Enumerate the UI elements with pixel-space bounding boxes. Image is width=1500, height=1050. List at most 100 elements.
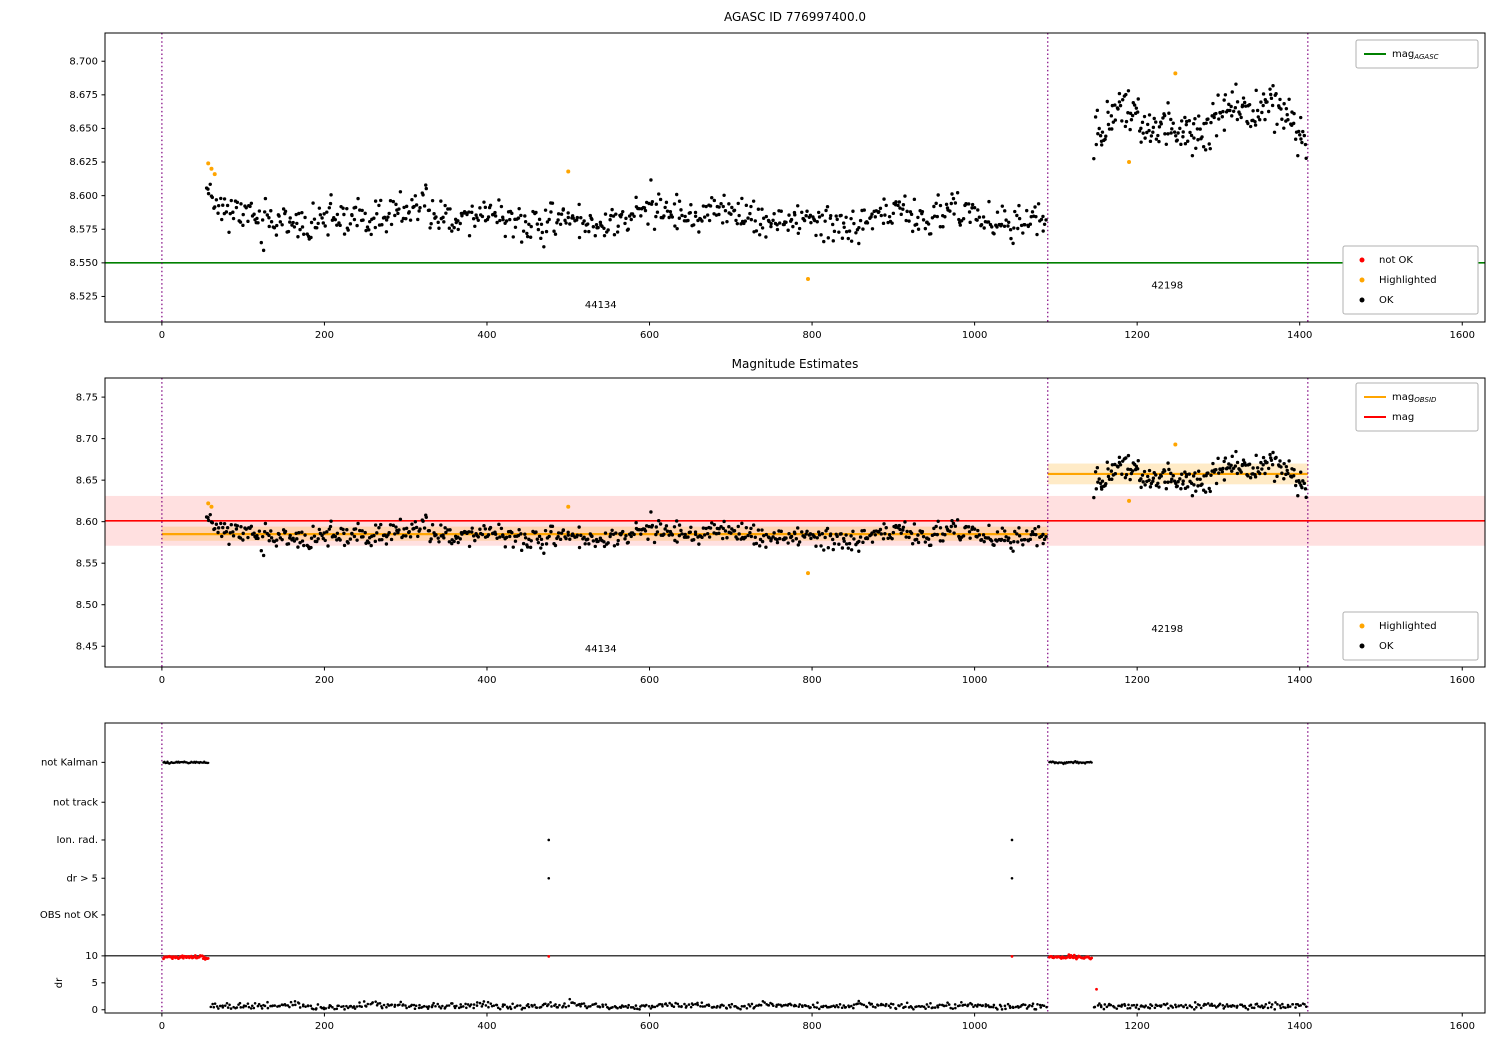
dr-points-obsid-44134 <box>739 1007 742 1011</box>
legend-label: not OK <box>1379 255 1413 266</box>
ok-points-obsid-44134 <box>932 204 936 209</box>
dr-points-obsid-44134 <box>376 1002 380 1005</box>
ok-points-obsid-44134 <box>831 537 835 542</box>
dr-points-obsid-44134 <box>247 1005 251 1009</box>
ok-points-obsid-44134 <box>328 524 333 529</box>
dr-points-obsid-44134 <box>685 1004 688 1008</box>
dr-points-obsid-44134 <box>981 1004 985 1007</box>
ok-points-obsid-42198 <box>1139 126 1143 131</box>
ok-points-obsid-44134 <box>393 532 397 536</box>
ok-points-obsid-42198 <box>1253 123 1258 127</box>
dr-points-obsid-42198 <box>1273 1008 1277 1011</box>
ok-points-obsid-44134 <box>680 213 684 218</box>
ok-points-obsid-44134 <box>257 209 262 213</box>
ok-points-obsid-42198 <box>1184 119 1189 124</box>
ok-points-obsid-42198 <box>1271 84 1275 88</box>
ok-points-obsid-42198 <box>1128 111 1133 116</box>
dr-points-obsid-44134 <box>453 1006 457 1010</box>
ok-points-obsid-44134 <box>397 207 401 211</box>
y-tick-label: 8.675 <box>69 90 98 101</box>
dr-points-obsid-44134 <box>960 1001 963 1004</box>
dr-points-obsid-44134 <box>1042 1004 1046 1008</box>
ok-points-obsid-44134 <box>528 545 533 550</box>
not-ok-point <box>547 955 551 958</box>
dr-points-obsid-44134 <box>568 997 572 1001</box>
ok-points-obsid-44134 <box>912 197 917 202</box>
not-ok-point <box>1095 987 1098 991</box>
ok-points-obsid-44134 <box>879 213 883 218</box>
ok-points-obsid-44134 <box>714 532 719 536</box>
ok-points-obsid-44134 <box>692 538 696 542</box>
ok-points-obsid-44134 <box>1039 217 1044 222</box>
ok-points-obsid-42198 <box>1169 471 1173 476</box>
ok-points-obsid-42198 <box>1104 482 1108 486</box>
x-tick-label: 0 <box>159 1021 165 1032</box>
dr-points-obsid-44134 <box>239 1006 243 1009</box>
ok-points-obsid-44134 <box>1034 214 1038 219</box>
ok-points-obsid-42198 <box>1204 121 1208 125</box>
ok-points-obsid-44134 <box>846 236 850 241</box>
ok-points-obsid-44134 <box>295 537 299 541</box>
dr-points-obsid-44134 <box>554 1003 557 1006</box>
ok-points-obsid-44134 <box>910 542 915 546</box>
ok-points-obsid-42198 <box>1260 467 1264 471</box>
ok-points-obsid-42198 <box>1222 128 1227 132</box>
ok-points-obsid-44134 <box>943 533 947 537</box>
ok-points-obsid-42198 <box>1242 100 1247 105</box>
ok-points-obsid-44134 <box>552 229 556 233</box>
ok-points-obsid-42198 <box>1231 109 1236 113</box>
ok-points-obsid-44134 <box>844 542 849 546</box>
ok-points-obsid-42198 <box>1235 117 1240 122</box>
ok-points-obsid-42198 <box>1096 131 1100 136</box>
ok-points-obsid-44134 <box>504 219 509 223</box>
ok-points-obsid-42198 <box>1137 129 1142 133</box>
dr-points-obsid-44134 <box>260 1007 264 1010</box>
ok-points-obsid-44134 <box>206 515 210 520</box>
ok-points-obsid-44134 <box>590 217 594 222</box>
ok-points-obsid-44134 <box>865 221 870 225</box>
ok-points-obsid-44134 <box>879 532 883 536</box>
ok-points-obsid-44134 <box>938 539 943 543</box>
ok-points-obsid-44134 <box>553 232 558 236</box>
ok-points-obsid-44134 <box>535 222 540 226</box>
ok-points-obsid-44134 <box>380 223 384 227</box>
ok-points-obsid-44134 <box>703 215 707 219</box>
ok-points-obsid-42198 <box>1287 97 1291 101</box>
ok-points-obsid-42198 <box>1154 137 1159 141</box>
ok-points-obsid-44134 <box>456 219 460 223</box>
dr-points-obsid-44134 <box>992 1003 996 1007</box>
ok-points-obsid-44134 <box>510 211 514 216</box>
dr-points-obsid-44134 <box>674 1001 677 1005</box>
ok-points-obsid-42198 <box>1147 468 1152 473</box>
ok-points-obsid-44134 <box>655 210 660 214</box>
ok-points-obsid-44134 <box>345 206 349 211</box>
ok-points-obsid-44134 <box>508 534 512 539</box>
ok-points-obsid-44134 <box>1011 241 1015 246</box>
dr-points-obsid-44134 <box>645 1003 648 1007</box>
dr-points-obsid-42198 <box>1109 1003 1113 1007</box>
ok-points-obsid-44134 <box>649 178 653 182</box>
ok-points-obsid-44134 <box>751 199 756 203</box>
ok-points-obsid-44134 <box>452 225 456 230</box>
dr-points-obsid-42198 <box>1135 1003 1139 1007</box>
ok-points-obsid-42198 <box>1280 471 1284 475</box>
dr-points-obsid-44134 <box>549 1001 552 1004</box>
dr-points-obsid-44134 <box>209 1005 213 1009</box>
ok-points-obsid-44134 <box>227 230 231 234</box>
ok-points-obsid-44134 <box>839 213 843 218</box>
ok-points-obsid-44134 <box>753 535 757 539</box>
ok-points-obsid-42198 <box>1220 115 1225 119</box>
dr-points-obsid-44134 <box>999 1005 1003 1008</box>
dr-points-obsid-44134 <box>743 1004 746 1008</box>
ok-points-obsid-44134 <box>302 232 306 236</box>
ok-points-obsid-44134 <box>544 229 549 234</box>
ok-points-obsid-44134 <box>529 224 533 229</box>
ok-points-obsid-44134 <box>951 196 956 201</box>
ok-points-obsid-42198 <box>1246 474 1250 478</box>
ok-points-obsid-42198 <box>1268 452 1272 457</box>
ok-points-obsid-44134 <box>210 521 215 525</box>
ok-points-obsid-44134 <box>235 200 240 205</box>
ok-points-obsid-42198 <box>1174 481 1178 486</box>
dr-points-obsid-42198 <box>1120 1003 1124 1007</box>
x-tick-label: 600 <box>640 675 659 686</box>
